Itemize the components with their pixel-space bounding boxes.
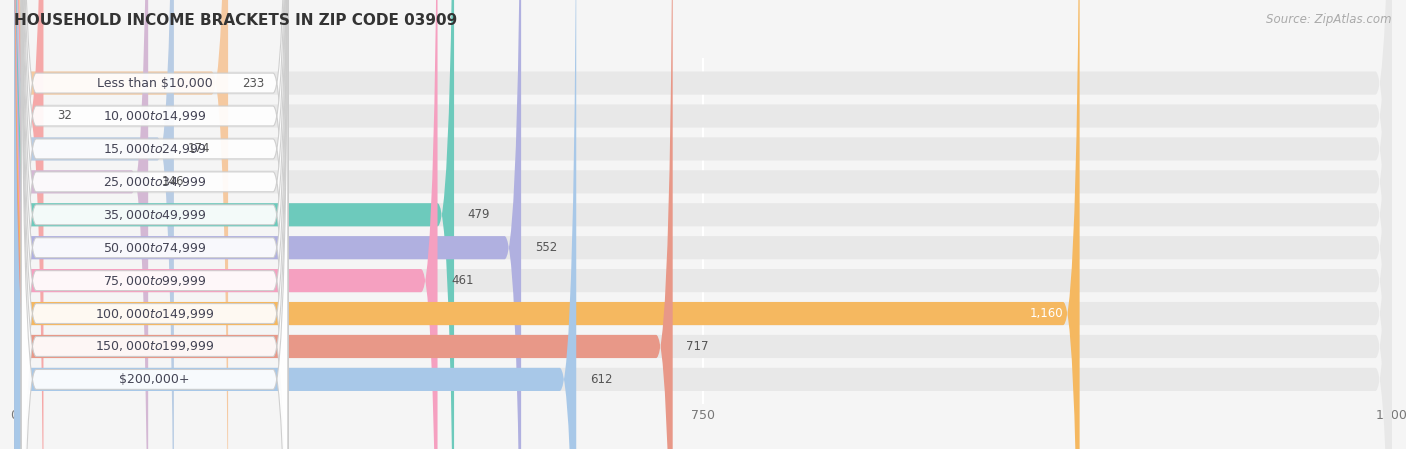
- FancyBboxPatch shape: [14, 0, 1392, 449]
- Text: $35,000 to $49,999: $35,000 to $49,999: [103, 208, 207, 222]
- Text: 174: 174: [187, 142, 209, 155]
- FancyBboxPatch shape: [21, 0, 288, 449]
- FancyBboxPatch shape: [14, 0, 1392, 449]
- Text: 717: 717: [686, 340, 709, 353]
- FancyBboxPatch shape: [14, 0, 522, 449]
- Text: $10,000 to $14,999: $10,000 to $14,999: [103, 109, 207, 123]
- FancyBboxPatch shape: [21, 0, 288, 449]
- Text: 479: 479: [468, 208, 491, 221]
- FancyBboxPatch shape: [21, 0, 288, 449]
- Text: $150,000 to $199,999: $150,000 to $199,999: [94, 339, 214, 353]
- FancyBboxPatch shape: [14, 0, 437, 449]
- FancyBboxPatch shape: [14, 0, 228, 449]
- Text: 233: 233: [242, 77, 264, 89]
- Text: 612: 612: [591, 373, 613, 386]
- Text: $15,000 to $24,999: $15,000 to $24,999: [103, 142, 207, 156]
- Text: Source: ZipAtlas.com: Source: ZipAtlas.com: [1267, 13, 1392, 26]
- FancyBboxPatch shape: [21, 0, 288, 449]
- Text: 461: 461: [451, 274, 474, 287]
- Text: HOUSEHOLD INCOME BRACKETS IN ZIP CODE 03909: HOUSEHOLD INCOME BRACKETS IN ZIP CODE 03…: [14, 13, 457, 28]
- FancyBboxPatch shape: [14, 0, 1392, 449]
- FancyBboxPatch shape: [14, 0, 576, 449]
- FancyBboxPatch shape: [14, 0, 174, 449]
- FancyBboxPatch shape: [21, 0, 288, 449]
- FancyBboxPatch shape: [14, 0, 1392, 449]
- Text: 32: 32: [58, 110, 72, 123]
- FancyBboxPatch shape: [14, 0, 1392, 449]
- Text: 146: 146: [162, 176, 184, 188]
- Text: $25,000 to $34,999: $25,000 to $34,999: [103, 175, 207, 189]
- FancyBboxPatch shape: [21, 0, 288, 449]
- Text: Less than $10,000: Less than $10,000: [97, 77, 212, 89]
- FancyBboxPatch shape: [14, 0, 1392, 449]
- FancyBboxPatch shape: [14, 0, 1392, 449]
- FancyBboxPatch shape: [21, 0, 288, 449]
- Text: 1,160: 1,160: [1029, 307, 1063, 320]
- FancyBboxPatch shape: [14, 0, 1392, 449]
- FancyBboxPatch shape: [14, 0, 1392, 449]
- FancyBboxPatch shape: [14, 0, 148, 449]
- FancyBboxPatch shape: [14, 0, 672, 449]
- FancyBboxPatch shape: [21, 0, 288, 449]
- Text: 552: 552: [534, 241, 557, 254]
- Text: $50,000 to $74,999: $50,000 to $74,999: [103, 241, 207, 255]
- FancyBboxPatch shape: [14, 0, 454, 449]
- Text: $75,000 to $99,999: $75,000 to $99,999: [103, 273, 207, 288]
- FancyBboxPatch shape: [14, 0, 44, 449]
- Text: $100,000 to $149,999: $100,000 to $149,999: [94, 307, 214, 321]
- FancyBboxPatch shape: [14, 0, 1392, 449]
- Text: $200,000+: $200,000+: [120, 373, 190, 386]
- FancyBboxPatch shape: [21, 0, 288, 449]
- FancyBboxPatch shape: [21, 0, 288, 449]
- FancyBboxPatch shape: [14, 0, 1080, 449]
